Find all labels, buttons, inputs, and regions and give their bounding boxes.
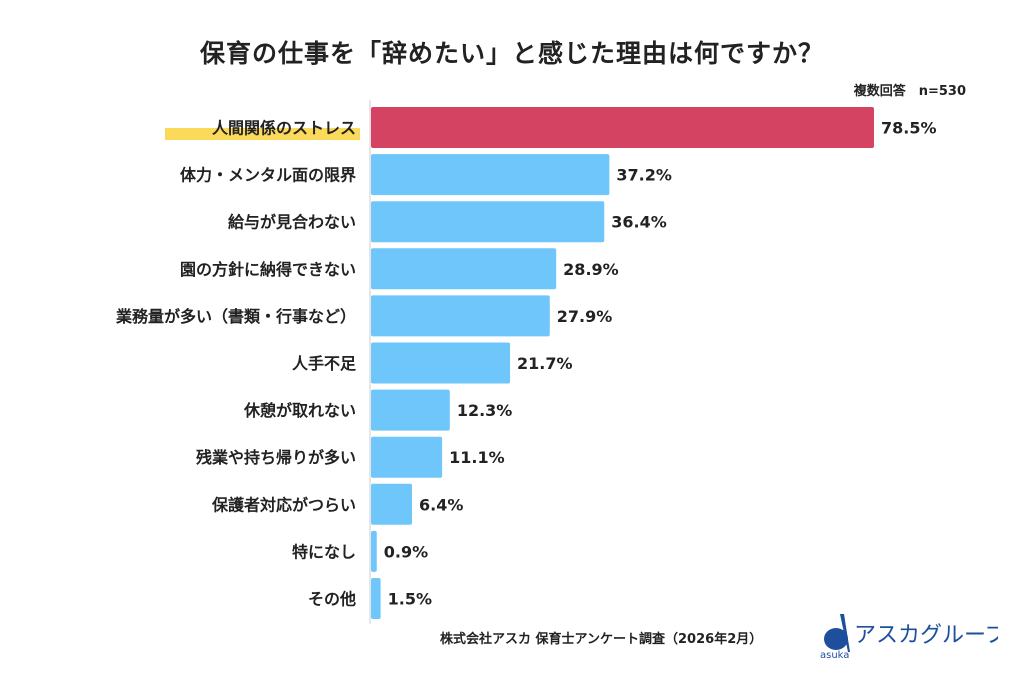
category-label: 人手不足	[292, 354, 357, 373]
svg-text:アスカグループ: アスカグループ	[854, 623, 998, 648]
bar	[371, 342, 511, 384]
category-label: 業務量が多い（書類・行事など）	[115, 307, 356, 326]
bar	[371, 578, 381, 619]
value-label: 37.2%	[616, 166, 672, 185]
label-highlight	[165, 128, 360, 140]
bar	[371, 154, 610, 196]
category-label: その他	[308, 590, 356, 609]
bar	[371, 295, 550, 337]
category-label: 園の方針に納得できない	[180, 260, 356, 279]
value-label: 0.9%	[384, 542, 428, 561]
logo-icon: asuka アスカグループ	[820, 614, 998, 661]
bar	[371, 436, 443, 478]
bar	[371, 483, 413, 525]
category-label: 給与が見合わない	[228, 213, 356, 232]
value-label: 6.4%	[419, 495, 463, 514]
category-label: 休憩が取れない	[243, 401, 356, 420]
value-label: 1.5%	[388, 590, 432, 609]
bar	[371, 248, 557, 290]
category-label: 残業や持ち帰りが多い	[196, 448, 356, 467]
value-label: 21.7%	[517, 354, 573, 373]
category-label: 体力・メンタル面の限界	[180, 166, 356, 185]
value-label: 36.4%	[611, 213, 667, 232]
asuka-logo: asuka アスカグループ	[818, 612, 998, 662]
value-label: 12.3%	[457, 401, 513, 420]
bar	[371, 107, 874, 148]
value-label: 27.9%	[557, 307, 613, 326]
category-label: 人間関係のストレス	[212, 119, 356, 138]
sample-note: 複数回答 n=530	[853, 84, 966, 99]
chart-title: 保育の仕事を「辞めたい」と感じた理由は何ですか？	[199, 39, 824, 68]
value-label: 78.5%	[881, 119, 937, 138]
bar	[371, 201, 605, 243]
category-label: 保護者対応がつらい	[211, 495, 356, 514]
value-label: 11.1%	[449, 448, 505, 467]
bar	[371, 530, 377, 572]
svg-text:asuka: asuka	[820, 650, 849, 661]
bar	[371, 389, 450, 431]
value-label: 28.9%	[563, 260, 619, 279]
category-label: 特になし	[292, 542, 356, 561]
source-note: 株式会社アスカ 保育士アンケート調査（2026年2月）	[440, 632, 763, 647]
